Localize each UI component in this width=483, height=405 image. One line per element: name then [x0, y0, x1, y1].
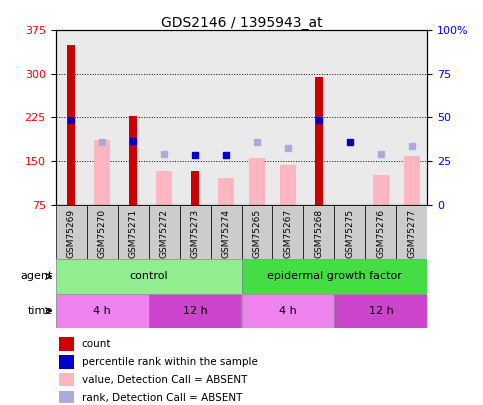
Bar	[56, 205, 86, 259]
Bar	[86, 205, 117, 259]
Text: 12 h: 12 h	[369, 306, 393, 316]
Text: time: time	[28, 306, 53, 316]
Text: GSM75272: GSM75272	[159, 209, 169, 258]
Text: GSM75269: GSM75269	[67, 209, 75, 258]
Text: count: count	[82, 339, 111, 349]
Bar	[242, 294, 334, 328]
Text: GSM75267: GSM75267	[284, 209, 293, 258]
Bar	[315, 77, 323, 205]
Bar	[117, 30, 149, 205]
Bar	[211, 30, 242, 205]
Bar	[373, 175, 389, 205]
Bar	[366, 30, 397, 205]
Bar	[149, 294, 242, 328]
Bar	[67, 45, 75, 205]
Bar	[59, 391, 74, 405]
Text: 12 h: 12 h	[183, 306, 207, 316]
Bar	[149, 205, 180, 259]
Bar	[180, 30, 211, 205]
Bar	[180, 205, 211, 259]
Bar	[149, 30, 180, 205]
Bar	[397, 30, 427, 205]
Bar	[211, 205, 242, 259]
Text: percentile rank within the sample: percentile rank within the sample	[82, 357, 257, 367]
Bar	[242, 205, 272, 259]
Bar	[59, 355, 74, 369]
Bar	[56, 294, 149, 328]
Text: GSM75275: GSM75275	[345, 209, 355, 258]
Bar	[191, 171, 199, 205]
Text: GSM75276: GSM75276	[376, 209, 385, 258]
Bar	[397, 205, 427, 259]
Bar	[334, 294, 427, 328]
Text: rank, Detection Call = ABSENT: rank, Detection Call = ABSENT	[82, 393, 242, 403]
Bar	[249, 158, 265, 205]
Bar	[117, 205, 149, 259]
Text: epidermal growth factor: epidermal growth factor	[267, 271, 402, 281]
Bar	[218, 178, 234, 205]
Bar	[86, 30, 117, 205]
Text: GSM75274: GSM75274	[222, 209, 230, 258]
Text: GSM75270: GSM75270	[98, 209, 107, 258]
Text: value, Detection Call = ABSENT: value, Detection Call = ABSENT	[82, 375, 247, 385]
Text: GSM75277: GSM75277	[408, 209, 416, 258]
Text: GSM75271: GSM75271	[128, 209, 138, 258]
Bar	[59, 337, 74, 351]
Bar	[272, 205, 303, 259]
Bar	[242, 259, 427, 294]
Bar	[59, 373, 74, 386]
Bar	[366, 205, 397, 259]
Bar	[404, 156, 420, 205]
Bar	[303, 30, 334, 205]
Bar	[242, 30, 272, 205]
Bar	[334, 205, 366, 259]
Bar	[94, 140, 110, 205]
Bar	[156, 171, 172, 205]
Text: agent: agent	[21, 271, 53, 281]
Bar	[342, 205, 358, 248]
Text: GSM75273: GSM75273	[190, 209, 199, 258]
Text: GSM75268: GSM75268	[314, 209, 324, 258]
Text: 4 h: 4 h	[279, 306, 297, 316]
Bar	[56, 30, 86, 205]
Text: GSM75265: GSM75265	[253, 209, 261, 258]
Text: 4 h: 4 h	[93, 306, 111, 316]
Bar	[303, 205, 334, 259]
Bar	[56, 259, 242, 294]
Bar	[272, 30, 303, 205]
Text: GDS2146 / 1395943_at: GDS2146 / 1395943_at	[161, 16, 322, 30]
Bar	[334, 30, 366, 205]
Text: control: control	[129, 271, 168, 281]
Bar	[129, 116, 137, 205]
Bar	[280, 165, 296, 205]
